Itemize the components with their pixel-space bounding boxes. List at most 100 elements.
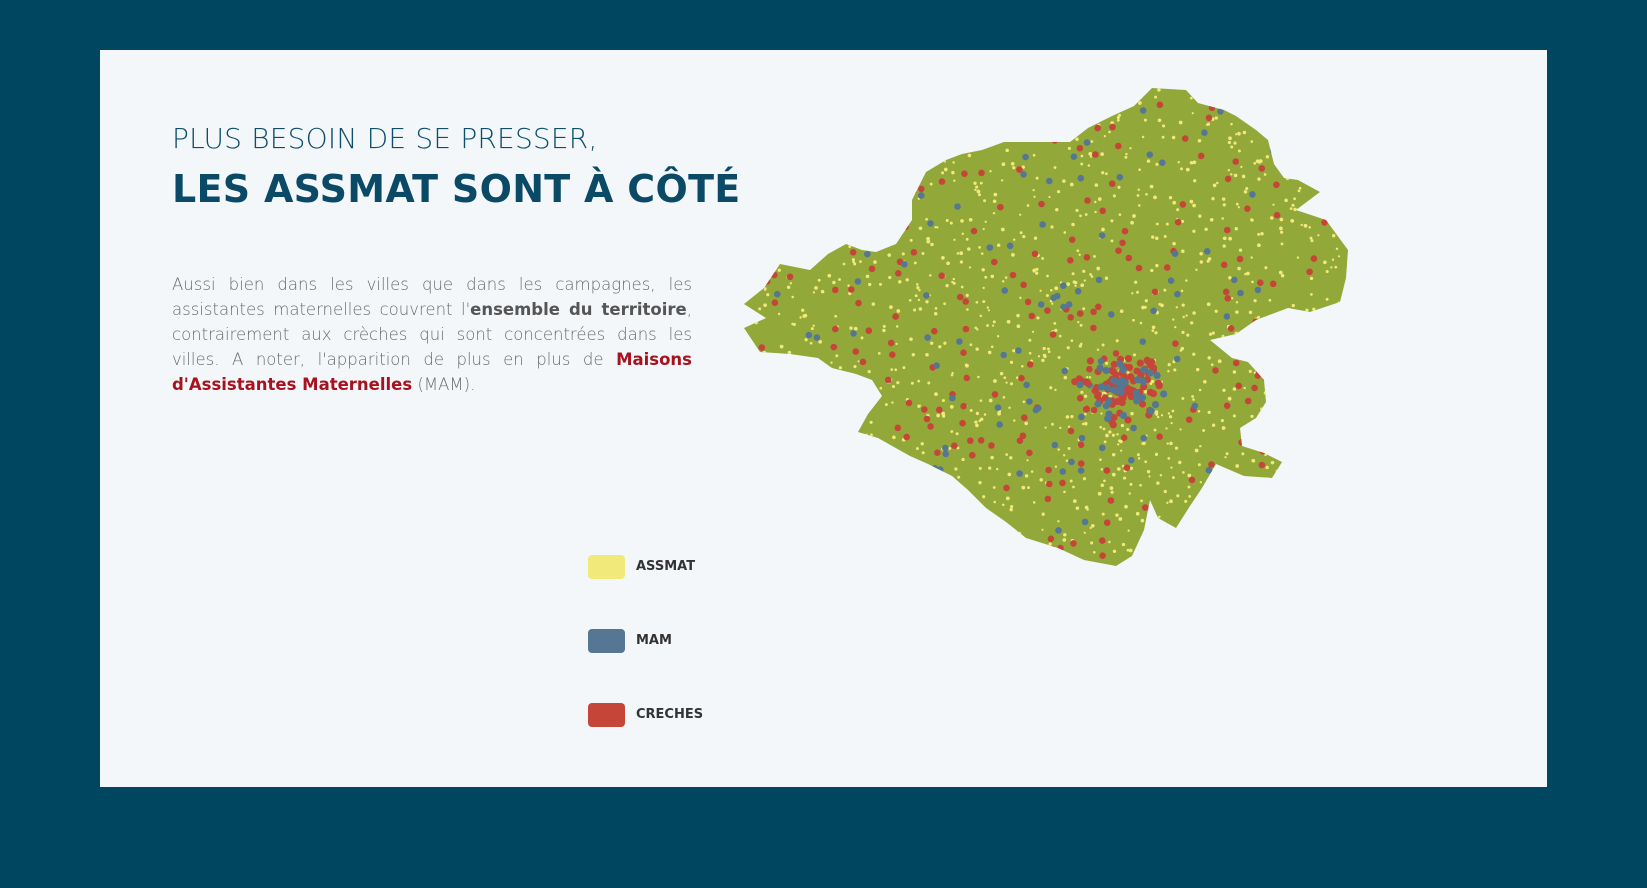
creche-marker [826,399,834,407]
assmat-marker [748,556,752,561]
assmat-marker [810,327,814,331]
assmat-marker [1262,324,1265,327]
assmat-marker [960,219,964,223]
assmat-marker [997,411,1001,416]
assmat-marker [810,147,815,152]
creche-marker [1127,393,1135,401]
creche-marker [1026,361,1034,368]
assmat-marker [982,546,986,550]
creche-marker [894,165,901,172]
assmat-marker [1082,269,1086,273]
assmat-marker [929,182,933,186]
assmat-marker [791,295,794,299]
assmat-marker [845,544,850,549]
assmat-marker [1197,409,1201,413]
creche-marker [782,508,790,516]
assmat-marker [758,229,762,233]
assmat-marker [1220,419,1224,423]
assmat-marker [767,480,771,484]
assmat-marker [1079,323,1083,327]
assmat-marker [954,107,958,111]
assmat-marker [1342,122,1346,126]
assmat-marker [1318,121,1322,125]
assmat-marker [1002,396,1006,399]
mam-marker [1201,129,1208,136]
assmat-marker [1178,460,1182,465]
assmat-marker [884,403,888,407]
assmat-marker [933,104,936,108]
assmat-marker [1167,457,1171,460]
creche-marker [1016,166,1023,173]
assmat-marker [1264,266,1268,270]
assmat-marker [1260,427,1264,431]
assmat-marker [1185,167,1190,172]
territory-map[interactable] [736,68,1396,608]
assmat-marker [1324,104,1328,108]
creche-marker [1135,264,1143,272]
assmat-marker [793,150,797,154]
mam-marker [1020,171,1027,178]
assmat-marker [889,305,893,309]
assmat-marker [749,563,753,566]
assmat-marker [746,536,750,539]
assmat-marker [1289,447,1292,451]
assmat-marker [952,277,956,281]
assmat-marker [920,442,924,446]
creche-marker [762,519,769,527]
assmat-marker [1235,464,1240,468]
assmat-marker [1092,550,1096,554]
mam-marker [1128,456,1135,464]
creche-marker [1208,104,1216,112]
assmat-marker [1048,88,1052,90]
assmat-marker [1320,204,1324,208]
mam-marker [1146,369,1154,377]
assmat-marker [1221,334,1225,338]
mam-marker [942,444,949,452]
assmat-marker [859,260,862,263]
assmat-marker [809,130,812,134]
creche-marker [1115,247,1122,254]
assmat-marker [754,354,758,358]
mam-marker [1171,250,1179,257]
assmat-marker [1250,414,1254,419]
creche-marker [1324,197,1332,205]
assmat-marker [1307,475,1311,480]
assmat-marker [1321,186,1325,191]
assmat-marker [1319,349,1323,353]
creche-marker [1076,394,1084,402]
assmat-marker [940,507,943,510]
mam-marker [1204,248,1211,255]
assmat-marker [1298,186,1302,190]
assmat-marker [1324,314,1328,317]
mam-link[interactable]: Maisons d'Assistantes Maternelles [172,350,692,394]
assmat-marker [1041,256,1045,260]
assmat-marker [905,278,909,282]
assmat-marker [890,116,894,120]
assmat-marker [827,451,831,455]
creche-marker [956,293,964,301]
creche-marker [777,363,784,371]
creche-marker [1059,479,1066,487]
assmat-marker [807,107,811,110]
assmat-marker [1214,490,1217,493]
assmat-marker [990,345,994,349]
assmat-marker [1168,196,1173,200]
assmat-marker [777,268,781,272]
assmat-marker [771,530,776,534]
assmat-marker [1093,254,1096,258]
assmat-marker [1051,422,1054,426]
assmat-marker [1241,452,1245,456]
assmat-marker [1228,236,1232,241]
assmat-marker [1225,452,1229,456]
mam-marker [1061,367,1069,375]
assmat-marker [1024,421,1029,426]
assmat-marker [1265,512,1269,516]
assmat-marker [1089,526,1092,530]
assmat-marker [1110,219,1114,223]
assmat-marker [1280,437,1283,440]
assmat-marker [832,280,836,285]
assmat-marker [950,487,954,491]
assmat-marker [1278,270,1283,275]
assmat-marker [1108,430,1112,434]
assmat-marker [1070,339,1074,342]
